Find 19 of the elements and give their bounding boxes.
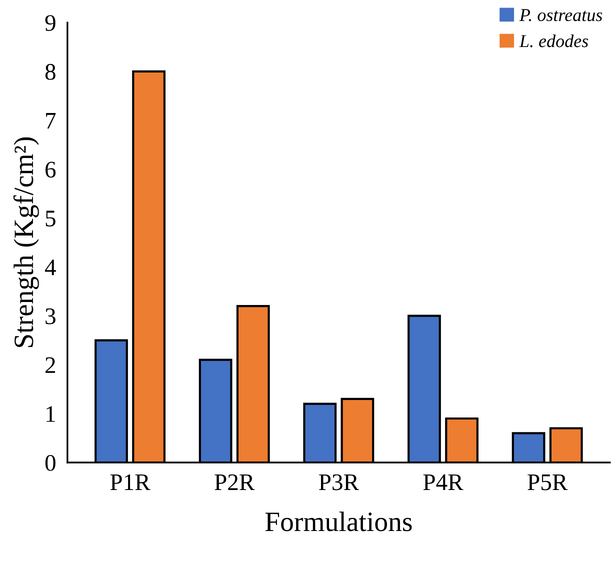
- y-axis-title: Strength (Kgf/cm²): [13, 137, 39, 348]
- y-tick-label: 6: [46, 162, 56, 178]
- legend-label: L. edodes: [519, 34, 588, 48]
- y-tick-label: 2: [46, 357, 56, 373]
- y-tick-label: 1: [46, 406, 55, 422]
- y-tick-label: 0: [45, 454, 56, 471]
- y-tick-label: 3: [46, 308, 56, 324]
- y-tick-label: 8: [45, 64, 56, 80]
- x-tick-label: P1R: [110, 474, 150, 490]
- y-tick-label: 9: [45, 15, 56, 31]
- y-tick-label: 5: [46, 210, 56, 227]
- y-tick-label: 4: [44, 260, 56, 276]
- x-tick-label: P5R: [528, 474, 568, 490]
- x-axis-title: Formulations: [265, 512, 412, 532]
- y-tick-label: 7: [46, 113, 56, 129]
- x-tick-label: P4R: [423, 474, 464, 490]
- x-tick-label: P2R: [214, 474, 255, 490]
- x-tick-label: P3R: [319, 474, 359, 490]
- legend-label: P. ostreatus: [519, 9, 602, 22]
